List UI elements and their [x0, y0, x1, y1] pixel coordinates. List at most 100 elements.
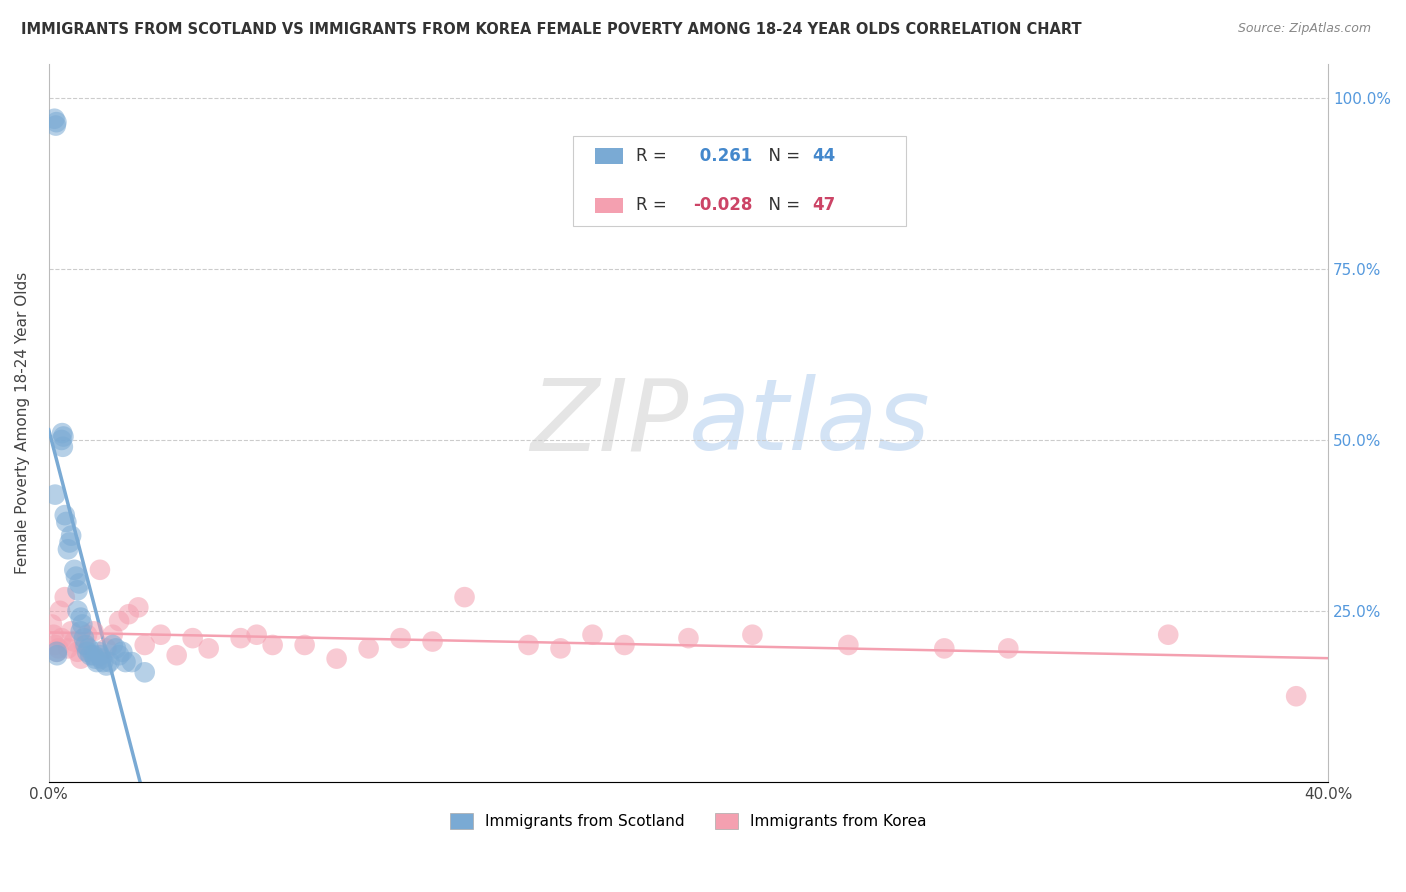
Point — [517, 638, 540, 652]
Point — [51, 631, 73, 645]
Text: 0.261: 0.261 — [693, 147, 752, 165]
Point — [45, 645, 67, 659]
Point — [45, 119, 67, 133]
Point — [53, 508, 76, 522]
Point — [422, 634, 444, 648]
Point — [678, 631, 700, 645]
Point — [63, 563, 86, 577]
Point — [166, 648, 188, 663]
Text: 47: 47 — [813, 196, 835, 214]
Point — [741, 628, 763, 642]
Point — [98, 655, 121, 669]
Point — [45, 115, 67, 129]
Point — [613, 638, 636, 652]
Point — [66, 583, 89, 598]
Point — [66, 604, 89, 618]
Point — [134, 665, 156, 680]
Point — [181, 631, 204, 645]
Point — [84, 651, 107, 665]
Text: atlas: atlas — [689, 375, 931, 471]
Text: N =: N = — [758, 196, 804, 214]
Point — [229, 631, 252, 645]
Point — [389, 631, 412, 645]
Point — [73, 638, 96, 652]
Point — [1157, 628, 1180, 642]
Point — [52, 440, 75, 454]
Point — [45, 645, 67, 659]
Point — [325, 651, 347, 665]
Point — [46, 648, 69, 663]
Point — [67, 576, 90, 591]
Point — [89, 648, 111, 663]
Text: ZIP: ZIP — [530, 375, 689, 471]
Point — [77, 641, 100, 656]
Point — [72, 617, 94, 632]
Point — [73, 631, 96, 645]
Point — [294, 638, 316, 652]
Point — [44, 488, 66, 502]
Text: Source: ZipAtlas.com: Source: ZipAtlas.com — [1237, 22, 1371, 36]
Point — [1285, 690, 1308, 704]
Point — [60, 528, 83, 542]
Point — [60, 624, 83, 639]
Point — [90, 651, 112, 665]
Point — [58, 535, 80, 549]
Point — [46, 641, 69, 656]
Point — [41, 617, 63, 632]
Point — [89, 563, 111, 577]
Point — [837, 638, 859, 652]
Point — [44, 638, 66, 652]
Text: -0.028: -0.028 — [693, 196, 754, 214]
Point — [86, 655, 108, 669]
Point — [246, 628, 269, 642]
Point — [108, 614, 131, 628]
Point — [101, 638, 124, 652]
Text: R =: R = — [636, 196, 672, 214]
Point — [87, 645, 110, 659]
Point — [104, 641, 127, 656]
Point — [101, 628, 124, 642]
Point — [51, 433, 73, 447]
Point — [997, 641, 1019, 656]
Point — [121, 655, 143, 669]
FancyBboxPatch shape — [595, 197, 623, 213]
Point — [65, 569, 87, 583]
Legend: Immigrants from Scotland, Immigrants from Korea: Immigrants from Scotland, Immigrants fro… — [444, 806, 934, 835]
Point — [550, 641, 572, 656]
Text: IMMIGRANTS FROM SCOTLAND VS IMMIGRANTS FROM KOREA FEMALE POVERTY AMONG 18-24 YEA: IMMIGRANTS FROM SCOTLAND VS IMMIGRANTS F… — [21, 22, 1081, 37]
Point — [44, 112, 66, 126]
Point — [262, 638, 284, 652]
Point — [934, 641, 956, 656]
Point — [108, 648, 131, 663]
Point — [75, 638, 97, 652]
Point — [76, 645, 98, 659]
Point — [357, 641, 380, 656]
Point — [91, 655, 114, 669]
Point — [96, 658, 118, 673]
Point — [55, 515, 77, 529]
Point — [83, 648, 105, 663]
Point — [69, 610, 91, 624]
Point — [197, 641, 219, 656]
Point — [66, 645, 89, 659]
Point — [127, 600, 149, 615]
Y-axis label: Female Poverty Among 18-24 Year Olds: Female Poverty Among 18-24 Year Olds — [15, 272, 30, 574]
Point — [581, 628, 603, 642]
Point — [83, 624, 105, 639]
Point — [453, 590, 475, 604]
Point — [69, 624, 91, 639]
Point — [134, 638, 156, 652]
Point — [79, 648, 101, 663]
Text: N =: N = — [758, 147, 804, 165]
Point — [118, 607, 141, 622]
Point — [52, 429, 75, 443]
Point — [53, 590, 76, 604]
FancyBboxPatch shape — [574, 136, 905, 226]
Point — [56, 542, 79, 557]
Text: R =: R = — [636, 147, 672, 165]
Point — [96, 641, 118, 656]
Point — [63, 634, 86, 648]
Point — [51, 426, 73, 441]
Point — [69, 651, 91, 665]
Point — [149, 628, 172, 642]
